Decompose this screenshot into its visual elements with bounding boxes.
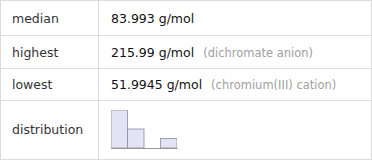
table-frame	[1, 1, 372, 160]
row-value: 51.9945 g/mol	[111, 77, 202, 92]
histogram	[111, 110, 178, 149]
row-divider	[0, 35, 372, 36]
axis-line	[112, 148, 178, 149]
histogram-bar	[128, 129, 145, 148]
result-table: median 83.993 g/mol highest 215.99 g/mol (di…	[0, 0, 372, 161]
bars	[111, 110, 177, 148]
row-note: (chromium(III) cation)	[211, 78, 336, 92]
row-divider	[0, 100, 372, 101]
row-label: lowest	[12, 77, 53, 92]
row-note: (dichromate anion)	[203, 46, 313, 60]
row-label: distribution	[12, 122, 83, 137]
row-divider	[0, 68, 372, 69]
histogram-bar	[161, 139, 178, 149]
row-label: highest	[12, 45, 58, 60]
column-divider	[98, 0, 99, 160]
histogram-bar	[111, 110, 128, 148]
row-value: 83.993 g/mol	[111, 11, 194, 26]
x-axis	[112, 148, 178, 149]
row-label: median	[12, 11, 59, 26]
row-value: 215.99 g/mol	[111, 45, 194, 60]
